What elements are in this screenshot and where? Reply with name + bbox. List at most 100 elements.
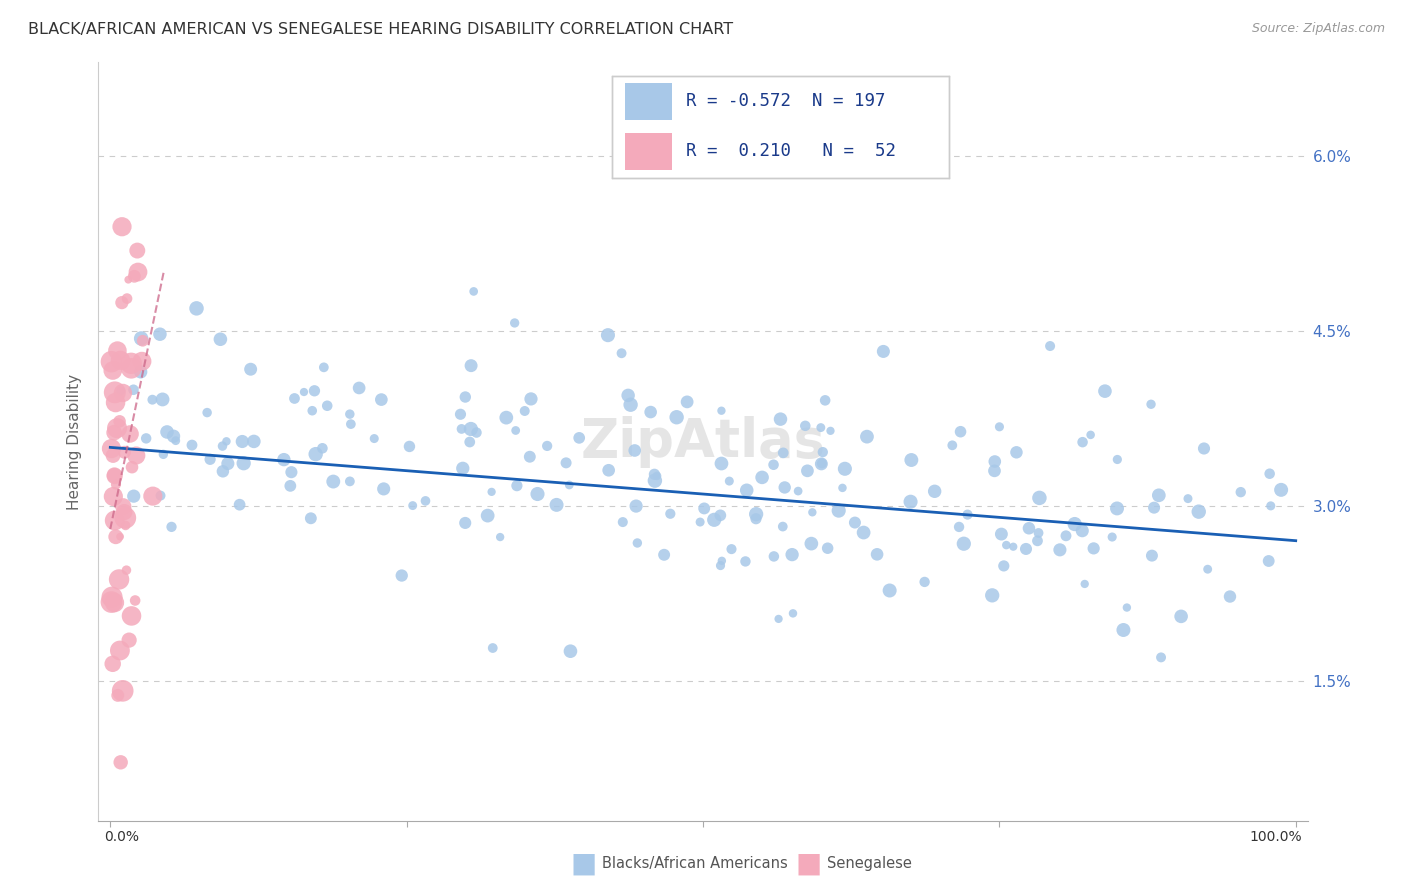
Point [1258,467,1281,481]
Text: ■: ■ [796,849,821,878]
Point [228,498,250,512]
Point [162,429,184,443]
Point [1143,500,1166,515]
Point [181,438,204,452]
Point [555,456,578,470]
Point [477,508,499,523]
Point [232,456,254,470]
Point [1147,488,1170,502]
Point [1170,609,1192,624]
Point [568,431,591,445]
Point [454,516,477,530]
Point [211,439,233,453]
Point [127,265,149,279]
Point [710,457,733,471]
Point [108,573,131,587]
Point [304,384,326,398]
Point [152,392,174,407]
Bar [626,83,672,120]
Point [520,392,543,406]
Point [1101,530,1123,544]
Point [1112,623,1135,637]
Point [120,361,142,376]
Point [104,469,127,483]
Point [160,520,183,534]
Point [1150,650,1173,665]
Point [769,412,792,426]
Point [340,417,363,431]
Point [817,541,839,556]
Point [489,530,512,544]
Point [195,406,218,420]
Point [103,490,125,504]
Point [831,481,853,495]
Point [1192,442,1215,456]
Point [644,474,666,488]
Point [856,430,879,444]
Point [481,640,503,655]
Point [110,756,132,770]
Point [796,464,818,478]
Point [243,434,266,449]
Text: R =  0.210   N =  52: R = 0.210 N = 52 [686,142,896,160]
Point [1028,491,1050,505]
Point [104,395,127,409]
Point [149,327,172,342]
Point [127,244,149,258]
Point [612,515,634,529]
Point [1073,577,1095,591]
Point [108,414,131,428]
Point [402,499,425,513]
Text: 100.0%: 100.0% [1249,830,1302,844]
Point [981,588,1004,602]
Point [463,285,485,299]
Point [773,480,796,494]
Point [104,477,127,491]
Point [782,607,804,621]
Point [101,363,124,377]
Point [131,334,153,348]
Point [546,498,568,512]
Point [100,442,122,456]
Point [292,384,315,399]
Point [122,489,145,503]
Point [1005,445,1028,459]
Point [879,583,901,598]
Point [104,514,127,528]
Point [709,558,731,573]
Point [450,422,472,436]
Point [114,510,136,524]
Point [689,515,711,529]
Point [983,464,1005,478]
Text: BLACK/AFRICAN AMERICAN VS SENEGALESE HEARING DISABILITY CORRELATION CHART: BLACK/AFRICAN AMERICAN VS SENEGALESE HEA… [28,22,734,37]
Bar [626,133,672,170]
Point [305,447,328,461]
Point [772,519,794,533]
Point [640,405,662,419]
Point [1229,485,1251,500]
Point [451,461,474,475]
Point [1054,529,1077,543]
Point [454,390,477,404]
Point [1177,491,1199,506]
Point [676,395,699,409]
Text: Source: ZipAtlas.com: Source: ZipAtlas.com [1251,22,1385,36]
Point [1107,452,1129,467]
Point [142,489,165,503]
Point [124,593,146,607]
Point [209,332,232,346]
Point [505,424,527,438]
Point [659,507,682,521]
Point [617,388,640,402]
Point [111,219,134,234]
Point [198,452,221,467]
Point [458,435,481,450]
Point [280,465,302,479]
Point [103,425,125,440]
Point [900,494,922,508]
Point [111,295,134,310]
Point [513,404,536,418]
Point [1219,590,1241,604]
Point [693,501,716,516]
Point [301,403,323,417]
